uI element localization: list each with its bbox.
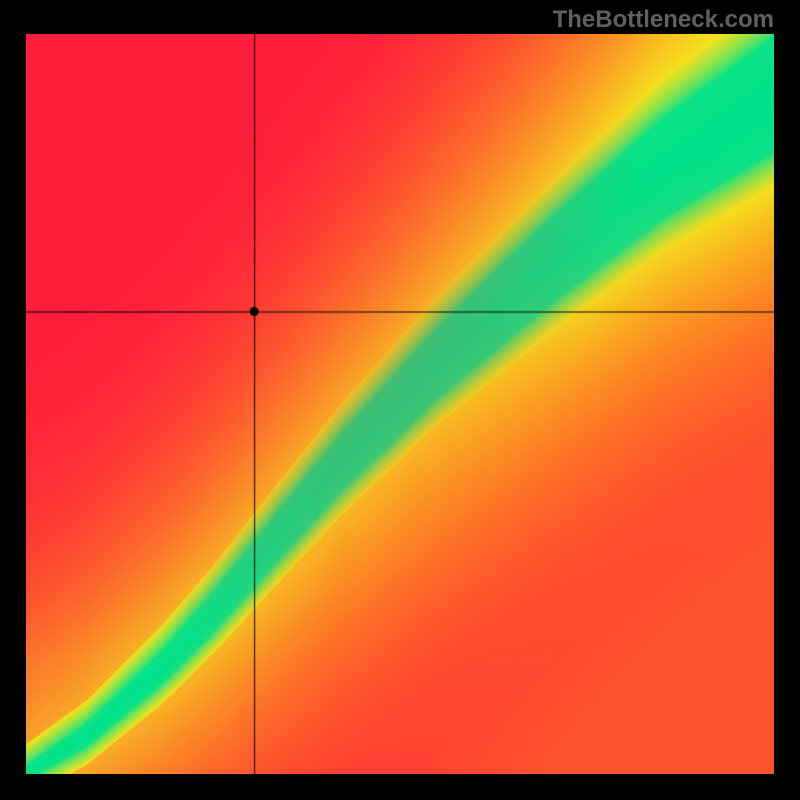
watermark-text: TheBottleneck.com [553,6,774,34]
chart-container: TheBottleneck.com [0,0,800,800]
plot-area [26,34,774,774]
heatmap-canvas [26,34,774,774]
